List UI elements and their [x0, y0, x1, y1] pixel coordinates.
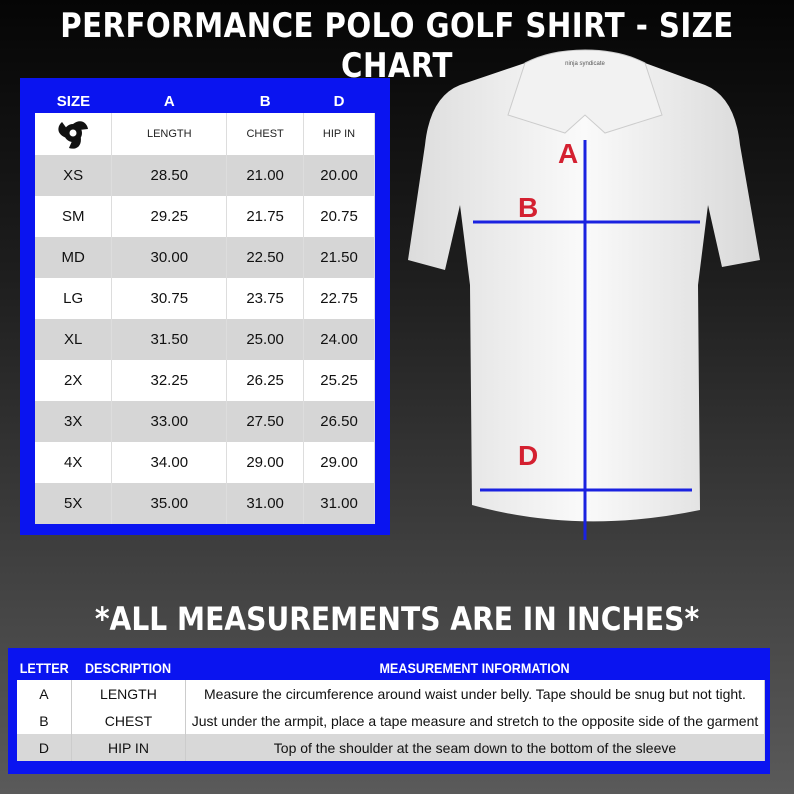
table-cell: A: [17, 680, 72, 707]
table-cell: 32.25: [111, 360, 228, 401]
table-cell: 34.00: [111, 442, 228, 483]
table-row: XS 28.50 21.00 20.00: [35, 155, 375, 196]
table-cell: 29.00: [226, 442, 305, 483]
table-row: 4X 34.00 29.00 29.00: [35, 442, 375, 483]
label-chest: CHEST: [226, 113, 305, 155]
table-cell: 25.00: [226, 319, 305, 360]
table-row: 5X 35.00 31.00 31.00: [35, 483, 375, 524]
table-cell: 21.75: [226, 196, 305, 237]
table-cell: 28.50: [111, 155, 228, 196]
measurement-info-panel: LETTER DESCRIPTION MEASUREMENT INFORMATI…: [8, 648, 770, 774]
table-cell: 30.00: [111, 237, 228, 278]
table-row: 3X 33.00 27.50 26.50: [35, 401, 375, 442]
table-cell: HIP IN: [71, 734, 186, 761]
table-cell: D: [17, 734, 72, 761]
header-letter: LETTER: [19, 659, 69, 676]
polo-shirt-diagram: ninja syndicate A B D: [408, 49, 760, 540]
table-cell: 22.50: [226, 237, 305, 278]
table-cell: LG: [35, 278, 113, 319]
shuriken-logo-icon: [35, 113, 113, 155]
shirt-collar: [507, 49, 663, 134]
table-row: A LENGTH Measure the circumference around …: [17, 680, 766, 707]
table-cell: B: [17, 707, 72, 734]
table-row: 2X 32.25 26.25 25.25: [35, 360, 375, 401]
table-cell: 35.00: [111, 483, 228, 524]
table-cell: 26.25: [226, 360, 305, 401]
table-cell: 31.00: [226, 483, 305, 524]
table-cell: 23.75: [226, 278, 305, 319]
table-cell: XL: [35, 319, 113, 360]
table-row: LG 30.75 23.75 22.75: [35, 278, 375, 319]
table-cell: CHEST: [71, 707, 186, 734]
label-hip: HIP IN: [303, 113, 375, 155]
page-title: PERFORMANCE POLO GOLF SHIRT - SIZE CHART: [60, 6, 734, 86]
table-row: D HIP IN Top of the shoulder at the seam d…: [17, 734, 766, 761]
header-measurement-info: MEASUREMENT INFORMATION: [379, 659, 571, 676]
header-a: A: [163, 93, 175, 110]
header-b: B: [259, 93, 271, 110]
label-a: A: [558, 138, 578, 169]
table-cell: 2X: [35, 360, 113, 401]
table-cell: 21.00: [226, 155, 305, 196]
table-row: B CHEST Just under the armpit, place a tap…: [17, 707, 766, 734]
table-cell: 4X: [35, 442, 113, 483]
label-d: D: [518, 440, 538, 471]
table-cell: 22.75: [303, 278, 375, 319]
table-cell: XS: [35, 155, 113, 196]
table-cell: MD: [35, 237, 113, 278]
table-cell: 29.25: [111, 196, 228, 237]
table-cell: Measure the circumference around waist u…: [185, 680, 766, 707]
table-cell: 27.50: [226, 401, 305, 442]
table-cell: Top of the shoulder at the seam down to …: [185, 734, 766, 761]
table-cell: 26.50: [303, 401, 375, 442]
table-cell: 25.25: [303, 360, 375, 401]
table-cell: 31.00: [303, 483, 375, 524]
table-cell: 3X: [35, 401, 113, 442]
table-cell: 31.50: [111, 319, 228, 360]
label-length: LENGTH: [111, 113, 228, 155]
table-cell: 33.00: [111, 401, 228, 442]
size-table-header: SIZE A B D: [35, 90, 375, 113]
header-d: D: [333, 93, 345, 110]
size-table: SIZE A B D LENGTH CHEST HIP IN XS 28.50 21…: [35, 90, 375, 524]
table-row: SM 29.25 21.75 20.75: [35, 196, 375, 237]
units-note: *ALL MEASUREMENTS ARE IN INCHES*: [94, 600, 700, 638]
table-cell: LENGTH: [71, 680, 186, 707]
table-cell: 20.00: [303, 155, 375, 196]
info-header: LETTER DESCRIPTION MEASUREMENT INFORMATI…: [17, 655, 765, 680]
table-cell: 21.50: [303, 237, 375, 278]
table-cell: 5X: [35, 483, 113, 524]
table-cell: Just under the armpit, place a tape meas…: [185, 707, 766, 734]
label-row: LENGTH CHEST HIP IN: [35, 113, 375, 155]
header-description: DESCRIPTION: [85, 659, 172, 676]
table-cell: 30.75: [111, 278, 228, 319]
table-row: MD 30.00 22.50 21.50: [35, 237, 375, 278]
measurement-info-table: LETTER DESCRIPTION MEASUREMENT INFORMATI…: [17, 655, 766, 761]
table-cell: SM: [35, 196, 113, 237]
table-cell: 20.75: [303, 196, 375, 237]
table-cell: 29.00: [303, 442, 375, 483]
header-size: SIZE: [56, 93, 91, 110]
table-cell: 24.00: [303, 319, 375, 360]
svg-text:ninja syndicate: ninja syndicate: [565, 61, 605, 67]
label-b: B: [518, 192, 538, 223]
table-row: XL 31.50 25.00 24.00: [35, 319, 375, 360]
size-chart-panel: SIZE A B D LENGTH CHEST HIP IN XS 28.50 21…: [20, 78, 390, 535]
